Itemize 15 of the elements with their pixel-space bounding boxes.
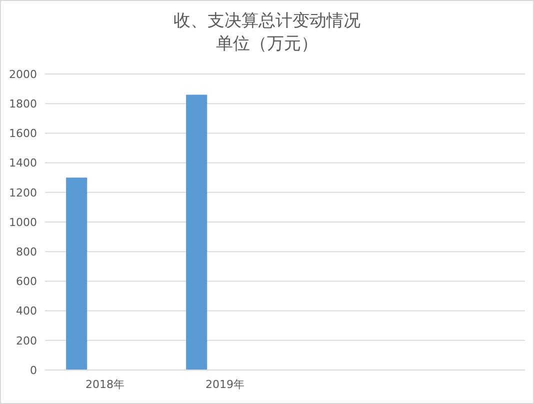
y-tick-label: 1800 xyxy=(9,97,37,110)
chart-title: 收、支决算总计变动情况 xyxy=(174,11,360,31)
y-tick-label: 200 xyxy=(16,334,37,348)
y-tick-label: 2000 xyxy=(9,68,37,81)
y-tick-label: 800 xyxy=(16,245,37,258)
x-tick-label: 2019年 xyxy=(206,378,244,391)
x-tick-label: 2018年 xyxy=(86,378,124,391)
y-tick-label: 400 xyxy=(16,304,37,318)
y-tick-label: 0 xyxy=(30,364,37,377)
chart-subtitle: 单位（万元） xyxy=(216,34,318,54)
y-tick-label: 1200 xyxy=(9,186,37,200)
y-tick-label: 600 xyxy=(16,275,37,288)
y-tick-label: 1600 xyxy=(9,127,37,140)
y-tick-label: 1400 xyxy=(9,156,37,170)
y-tick-label: 1000 xyxy=(9,216,37,229)
